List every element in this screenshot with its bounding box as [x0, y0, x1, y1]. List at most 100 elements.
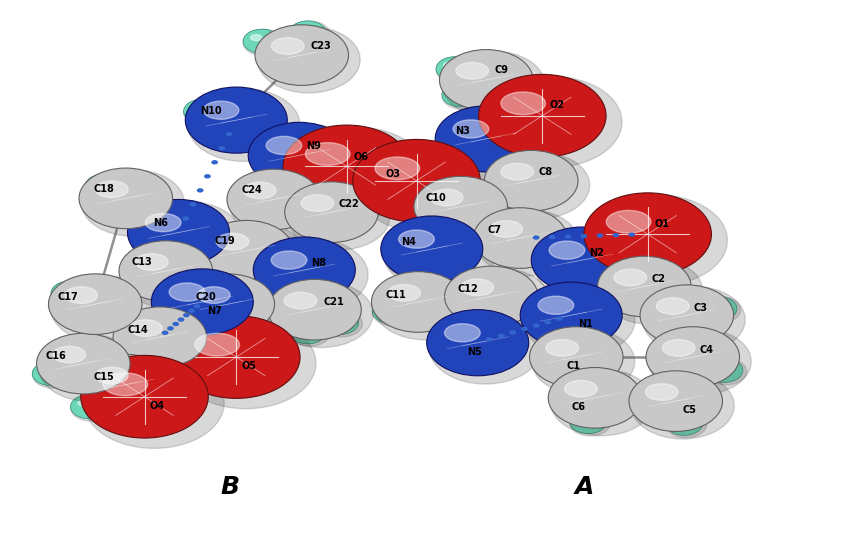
Ellipse shape: [243, 29, 280, 53]
Ellipse shape: [286, 127, 427, 218]
Ellipse shape: [385, 228, 422, 252]
Ellipse shape: [447, 345, 484, 369]
Ellipse shape: [549, 241, 585, 260]
Ellipse shape: [374, 273, 477, 340]
Ellipse shape: [81, 355, 208, 438]
Ellipse shape: [251, 35, 262, 41]
Text: C8: C8: [538, 168, 552, 177]
Text: C18: C18: [94, 184, 115, 194]
Text: C12: C12: [457, 284, 478, 294]
Ellipse shape: [447, 268, 550, 334]
Ellipse shape: [116, 312, 156, 338]
Ellipse shape: [123, 317, 134, 323]
Ellipse shape: [581, 234, 587, 239]
Ellipse shape: [447, 345, 488, 371]
Ellipse shape: [270, 281, 373, 348]
Ellipse shape: [597, 234, 603, 238]
Ellipse shape: [329, 316, 340, 322]
Ellipse shape: [486, 337, 493, 342]
Ellipse shape: [268, 279, 361, 340]
Ellipse shape: [116, 312, 153, 336]
Ellipse shape: [297, 325, 308, 331]
Ellipse shape: [498, 333, 505, 338]
Ellipse shape: [169, 283, 205, 301]
Ellipse shape: [200, 220, 293, 281]
Ellipse shape: [71, 395, 111, 421]
Ellipse shape: [321, 310, 362, 337]
Text: C10: C10: [425, 193, 445, 203]
Ellipse shape: [289, 21, 326, 45]
Ellipse shape: [196, 188, 204, 193]
Ellipse shape: [564, 380, 598, 397]
Text: N10: N10: [201, 106, 222, 116]
Ellipse shape: [287, 183, 390, 250]
Ellipse shape: [442, 83, 483, 109]
Ellipse shape: [190, 202, 196, 207]
Ellipse shape: [253, 237, 355, 303]
Ellipse shape: [211, 160, 218, 164]
Ellipse shape: [289, 21, 330, 47]
Ellipse shape: [606, 210, 651, 233]
Text: C1: C1: [566, 361, 580, 371]
Ellipse shape: [283, 125, 411, 208]
Ellipse shape: [612, 233, 619, 237]
Ellipse shape: [139, 402, 179, 429]
Ellipse shape: [51, 276, 154, 342]
Ellipse shape: [202, 222, 305, 289]
Ellipse shape: [85, 174, 122, 198]
Ellipse shape: [151, 269, 253, 335]
Ellipse shape: [646, 327, 740, 387]
Ellipse shape: [534, 229, 646, 301]
Text: C24: C24: [241, 185, 262, 195]
Ellipse shape: [391, 281, 432, 307]
Ellipse shape: [395, 255, 406, 261]
Ellipse shape: [48, 274, 142, 334]
Text: O3: O3: [386, 169, 401, 179]
Ellipse shape: [37, 333, 130, 394]
Text: C7: C7: [488, 225, 502, 235]
Ellipse shape: [461, 279, 494, 296]
Ellipse shape: [353, 139, 480, 222]
Ellipse shape: [444, 331, 455, 337]
Ellipse shape: [564, 234, 571, 239]
Ellipse shape: [227, 169, 320, 230]
Ellipse shape: [103, 373, 148, 396]
Text: C19: C19: [214, 236, 235, 246]
Ellipse shape: [416, 178, 519, 245]
Ellipse shape: [442, 51, 545, 118]
Ellipse shape: [666, 411, 706, 437]
Ellipse shape: [546, 339, 579, 356]
Text: N8: N8: [311, 258, 326, 268]
Ellipse shape: [65, 287, 98, 304]
Ellipse shape: [372, 299, 413, 326]
Ellipse shape: [230, 171, 332, 237]
Ellipse shape: [380, 305, 391, 311]
Ellipse shape: [455, 350, 466, 356]
Ellipse shape: [548, 368, 642, 428]
Text: C5: C5: [683, 406, 696, 415]
Text: B: B: [220, 474, 239, 499]
Ellipse shape: [614, 269, 647, 286]
Ellipse shape: [381, 216, 483, 282]
Ellipse shape: [116, 309, 218, 375]
Ellipse shape: [194, 304, 201, 309]
Ellipse shape: [383, 218, 496, 290]
Ellipse shape: [243, 29, 284, 56]
Ellipse shape: [532, 328, 635, 395]
Ellipse shape: [82, 356, 184, 423]
Text: C14: C14: [128, 325, 148, 335]
Ellipse shape: [243, 182, 276, 199]
Ellipse shape: [258, 26, 360, 93]
Text: O1: O1: [654, 219, 670, 229]
Ellipse shape: [271, 37, 304, 55]
Ellipse shape: [82, 170, 184, 236]
Text: C20: C20: [196, 292, 216, 302]
Ellipse shape: [197, 287, 230, 304]
Ellipse shape: [429, 311, 541, 384]
Ellipse shape: [256, 239, 368, 311]
Text: N5: N5: [468, 347, 483, 357]
Text: C3: C3: [694, 303, 707, 313]
Ellipse shape: [188, 309, 196, 313]
Ellipse shape: [356, 142, 496, 233]
Ellipse shape: [436, 57, 473, 81]
